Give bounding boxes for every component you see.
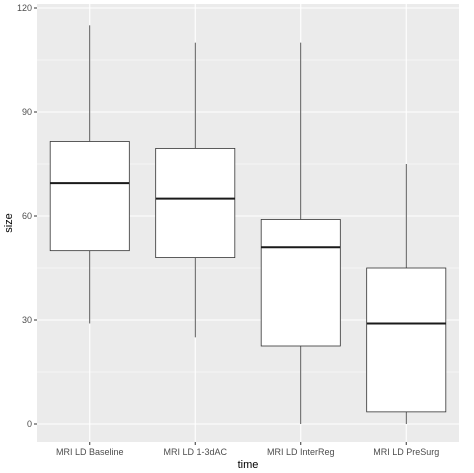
x-axis: MRI LD Baseline MRI LD 1-3dAC MRI LD Inter… bbox=[56, 442, 439, 457]
y-axis: 0 30 60 90 120 bbox=[17, 3, 37, 429]
y-tick-label: 90 bbox=[22, 107, 32, 117]
iqr-box bbox=[49, 141, 130, 252]
x-tick-label: MRI LD 1-3dAC bbox=[163, 447, 227, 457]
box-3 bbox=[260, 42, 341, 424]
x-tick-label: MRI LD Baseline bbox=[56, 447, 124, 457]
y-tick-label: 120 bbox=[17, 3, 32, 13]
x-axis-title: time bbox=[238, 459, 259, 471]
y-tick-label: 0 bbox=[27, 419, 32, 429]
y-axis-title: size bbox=[3, 213, 15, 233]
y-tick-label: 30 bbox=[22, 315, 32, 325]
x-tick-label: MRI LD InterReg bbox=[267, 447, 335, 457]
box-1 bbox=[49, 25, 130, 324]
box-4 bbox=[366, 164, 447, 424]
box-2 bbox=[155, 42, 236, 338]
iqr-box bbox=[366, 267, 447, 413]
y-tick-label: 60 bbox=[22, 211, 32, 221]
iqr-box bbox=[155, 147, 236, 258]
boxes-layer bbox=[49, 25, 447, 424]
x-tick-label: MRI LD PreSurg bbox=[373, 447, 439, 457]
iqr-box bbox=[260, 219, 341, 347]
